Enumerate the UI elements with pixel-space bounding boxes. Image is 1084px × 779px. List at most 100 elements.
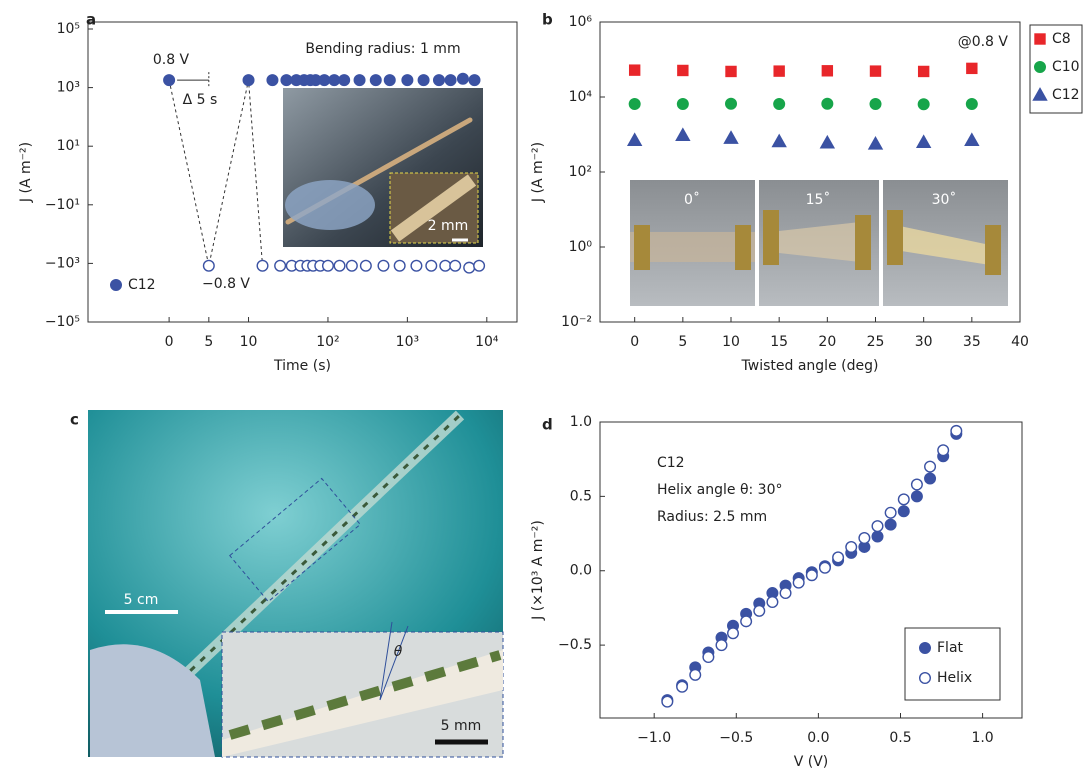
marker [741,616,752,627]
marker [267,75,278,86]
annotation: −0.8 V [202,276,250,292]
marker [767,597,778,608]
marker [370,75,381,86]
marker [822,66,832,76]
legend-label: C12 [1052,87,1080,103]
annotation: 30˚ [932,191,957,208]
annotation: Radius: 2.5 mm [657,509,767,525]
marker [898,506,909,517]
marker [450,260,461,271]
y-axis-label: J (×10³ A m⁻²) [530,520,546,621]
marker [629,99,640,110]
marker [281,75,292,86]
marker [434,75,445,86]
x-tick-label: 5 [204,334,213,350]
y-tick-label: −0.5 [558,637,592,653]
marker [426,260,437,271]
marker [323,260,334,271]
marker [662,696,673,707]
legend-label: C10 [1052,59,1080,75]
marker [1035,34,1045,44]
marker [703,652,714,663]
marker [418,75,429,86]
x-tick-label: −0.5 [719,730,753,746]
x-tick-label: 0.0 [807,730,829,746]
marker [728,628,739,639]
marker [725,132,738,144]
marker [938,445,949,456]
marker [925,461,936,472]
y-tick-label: 10³ [57,80,80,96]
legend-box [905,628,1000,700]
panel-label: c [70,411,79,429]
x-tick-label: −1.0 [637,730,671,746]
marker [898,494,909,505]
panel-label: b [542,11,553,29]
marker [257,260,268,271]
marker [726,66,736,76]
marker [885,507,896,518]
marker [354,75,365,86]
marker [965,134,978,146]
marker [912,479,923,490]
y-tick-label: 10⁶ [569,14,593,30]
marker [846,542,857,553]
legend-label: C12 [128,277,156,293]
x-tick-label: 0.5 [889,730,911,746]
marker [870,99,881,110]
marker [111,280,122,291]
marker [464,262,475,273]
x-tick-label: 10 [722,334,740,350]
marker [678,65,688,75]
marker [869,137,882,149]
marker [967,99,978,110]
y-axis-label: J (A m⁻²) [18,142,34,203]
x-tick-label: 10² [316,334,339,350]
annotation: 2 mm [428,218,469,234]
y-tick-label: −10¹ [45,197,80,213]
y-tick-label: 10⁴ [569,89,593,105]
x-tick-label: 15 [770,334,788,350]
marker [780,588,791,599]
marker [690,670,701,681]
panel-label: a [86,11,96,29]
marker [384,75,395,86]
y-axis-label: J (A m⁻²) [530,142,546,203]
legend-label: C8 [1052,31,1071,47]
y-tick-label: −10⁵ [45,314,80,330]
x-tick-label: 10 [240,334,258,350]
annotation: 15˚ [806,191,831,208]
marker [394,260,405,271]
marker [445,75,456,86]
marker [402,75,413,86]
marker [821,136,834,148]
annotation: 0˚ [684,191,700,208]
marker [630,65,640,75]
y-tick-label: 10⁻² [561,314,592,330]
marker [628,134,641,146]
annotation: 0.8 V [153,52,190,68]
figure: c 5 cm θ 5 mm a051010²10³10⁴10⁵10³10¹−10… [0,0,1084,779]
marker [678,99,689,110]
marker [872,521,883,532]
marker [411,260,422,271]
marker [378,260,389,271]
marker [726,98,737,109]
x-axis-label: Twisted angle (deg) [741,358,879,374]
scale-bar-label: 5 cm [124,592,159,608]
x-tick-label: 40 [1011,334,1029,350]
marker [925,473,936,484]
marker [347,260,358,271]
marker [918,99,929,110]
x-axis-label: Time (s) [273,358,331,374]
marker [885,519,896,530]
marker [912,491,923,502]
marker [754,606,765,617]
marker [716,640,727,651]
marker [774,66,784,76]
y-tick-label: 10⁵ [57,21,80,37]
marker [361,260,372,271]
marker [967,63,977,73]
marker [820,562,831,573]
photo: c 5 cm θ 5 mm [70,410,503,757]
